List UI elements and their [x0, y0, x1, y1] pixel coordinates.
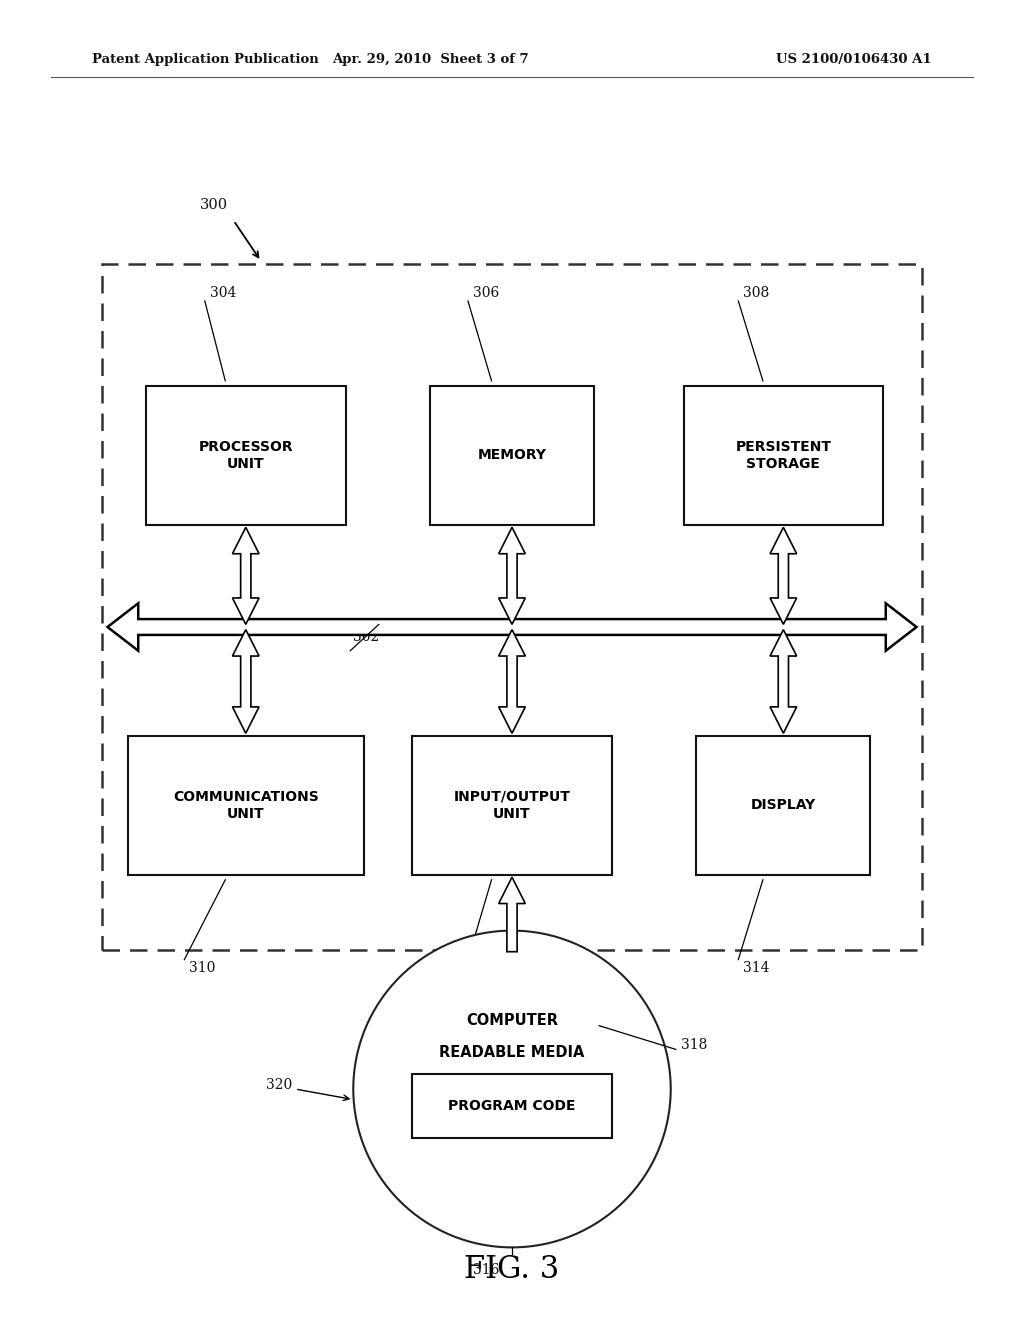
Polygon shape — [499, 630, 525, 734]
Bar — [102, 264, 922, 950]
Polygon shape — [499, 527, 525, 624]
Text: COMMUNICATIONS
UNIT: COMMUNICATIONS UNIT — [173, 789, 318, 821]
Polygon shape — [108, 603, 916, 651]
Text: 310: 310 — [189, 961, 216, 974]
Text: Patent Application Publication: Patent Application Publication — [92, 53, 318, 66]
Polygon shape — [232, 630, 259, 734]
Text: INPUT/OUTPUT
UNIT: INPUT/OUTPUT UNIT — [454, 789, 570, 821]
Polygon shape — [770, 630, 797, 734]
Text: MEMORY: MEMORY — [477, 449, 547, 462]
Bar — [412, 1074, 611, 1138]
Bar — [412, 737, 611, 874]
Text: PROCESSOR
UNIT: PROCESSOR UNIT — [199, 440, 293, 471]
Polygon shape — [232, 527, 259, 624]
Bar — [684, 385, 883, 524]
Text: FIG. 3: FIG. 3 — [464, 1254, 560, 1286]
Text: 318: 318 — [681, 1039, 708, 1052]
Bar — [696, 737, 870, 874]
Text: 306: 306 — [473, 286, 500, 300]
Text: READABLE MEDIA: READABLE MEDIA — [439, 1044, 585, 1060]
Text: 312: 312 — [473, 961, 500, 974]
Bar — [145, 385, 346, 524]
Text: PROGRAM CODE: PROGRAM CODE — [449, 1100, 575, 1113]
Text: DISPLAY: DISPLAY — [751, 799, 816, 812]
Ellipse shape — [353, 931, 671, 1247]
Bar — [430, 385, 594, 524]
Text: 316: 316 — [473, 1263, 500, 1276]
Polygon shape — [770, 527, 797, 624]
Text: PERSISTENT
STORAGE: PERSISTENT STORAGE — [735, 440, 831, 471]
Text: 302: 302 — [353, 630, 380, 644]
Polygon shape — [499, 876, 525, 952]
Text: 304: 304 — [210, 286, 237, 300]
Text: Apr. 29, 2010  Sheet 3 of 7: Apr. 29, 2010 Sheet 3 of 7 — [332, 53, 528, 66]
Text: 314: 314 — [743, 961, 770, 974]
Text: 300: 300 — [200, 198, 227, 211]
Text: 320: 320 — [265, 1078, 292, 1092]
Text: 308: 308 — [743, 286, 770, 300]
Text: US 2100/0106430 A1: US 2100/0106430 A1 — [776, 53, 932, 66]
Text: COMPUTER: COMPUTER — [466, 1012, 558, 1028]
Bar — [128, 737, 364, 874]
